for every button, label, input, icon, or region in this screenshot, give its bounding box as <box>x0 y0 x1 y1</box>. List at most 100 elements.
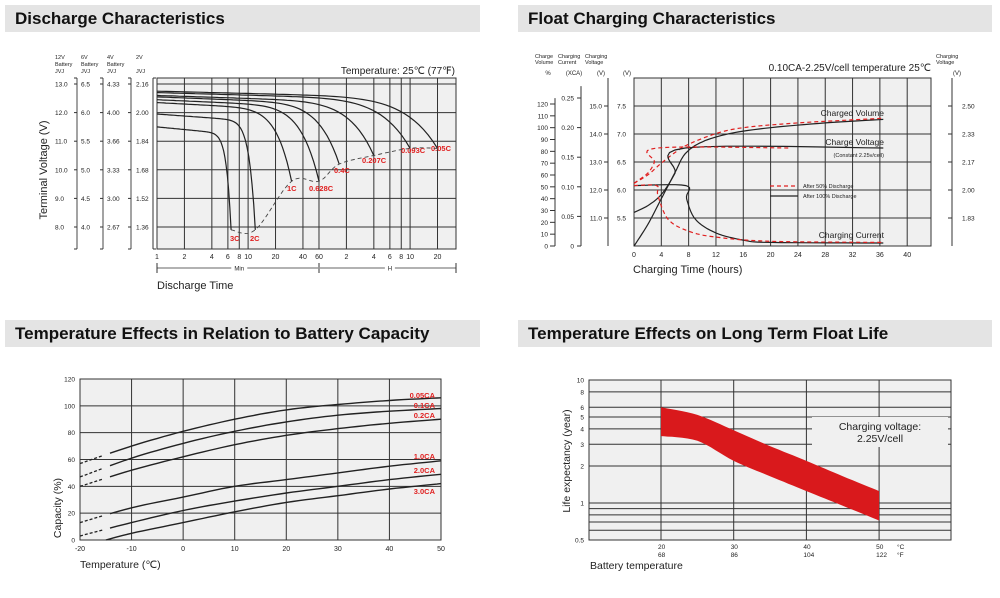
capacity-curve-0.05CA <box>109 397 442 454</box>
x-tick-label: 20 <box>767 252 775 259</box>
y-tick-label: 4.33 <box>107 82 120 89</box>
current-ca-curve-after-100-discharge <box>633 184 884 244</box>
y-tick-label: 3.00 <box>107 196 120 203</box>
x-axis-title: Discharge Time <box>157 280 233 292</box>
x-tick-label: 6 <box>226 254 230 261</box>
axis-header: Voltage <box>585 60 603 66</box>
capacity-curve-0.1CA <box>109 407 442 467</box>
x-tick-label: -20 <box>75 546 85 553</box>
header-float-life: Temperature Effects on Long Term Float L… <box>518 320 992 347</box>
y-tick-label: 12.0 <box>589 188 602 195</box>
y-tick-label: 20 <box>68 511 76 518</box>
x-tick-label: 0 <box>181 546 185 553</box>
life-expectancy-band <box>661 407 880 521</box>
y-tick-label: 2.67 <box>107 225 120 232</box>
capacity-curve-0.2CA <box>109 418 442 478</box>
plot-area <box>156 77 457 250</box>
rate-label: 1.0CA <box>414 452 436 461</box>
y-tick-label: 40 <box>541 196 549 203</box>
unit-fahrenheit: °F <box>897 551 904 559</box>
y-tick-label: 0.5 <box>575 538 584 545</box>
capacity-curve-dashed-0.1CA <box>79 467 103 478</box>
x-tick-label: 28 <box>821 252 829 259</box>
column-header: JVJ <box>107 69 116 75</box>
y-tick-label: 3 <box>580 442 584 449</box>
column-header: Battery <box>55 62 73 68</box>
x-tick-label: 10 <box>406 254 414 261</box>
y-tick-label: 5 <box>580 415 584 422</box>
y-tick-label: 50 <box>541 184 549 191</box>
legend-label: After 50% Discharge <box>803 184 853 190</box>
charging-voltage-annotation: Charging voltage: <box>839 421 921 433</box>
x-tick-label: -10 <box>127 546 137 553</box>
axis-header: Charge <box>535 54 553 60</box>
x-tick-label-fahrenheit: 104 <box>803 552 814 559</box>
x-tick-label: 24 <box>794 252 802 259</box>
capacity-curve-dashed-2.0CA <box>79 529 103 537</box>
y-tick-label: 60 <box>541 173 549 180</box>
discharge-curve-0.207C <box>156 94 375 156</box>
y-tick-label: 11.0 <box>590 216 603 223</box>
x-tick-label: 40 <box>299 254 307 261</box>
header-float-charging: Float Charging Characteristics <box>518 5 992 32</box>
rate-label: 0.1CA <box>414 401 436 410</box>
header-discharge: Discharge Characteristics <box>5 5 480 32</box>
axis-unit: % <box>545 71 551 77</box>
y-tick-label: 14.0 <box>589 132 602 139</box>
x-tick-label-celsius: 50 <box>876 544 884 551</box>
x-tick-label: 4 <box>210 254 214 261</box>
x-tick-label: 4 <box>659 252 663 259</box>
column-header: Battery <box>107 62 125 68</box>
y-axis-title: Terminal Voltage (V) <box>38 120 50 219</box>
curve-label-voltage-note: (Constant 2.25v/cell) <box>834 153 885 159</box>
curve-label-charged-volume: Charged Volume <box>821 108 885 118</box>
y-tick-label: 5.5 <box>617 216 626 223</box>
y-tick-label: 6 <box>580 405 584 412</box>
y-tick-label: 11.0 <box>55 139 68 146</box>
rate-label: 1C <box>287 184 297 193</box>
column-header: JVJ <box>136 69 145 75</box>
x-axis-title: Battery temperature <box>590 560 683 572</box>
rate-label: 0.2CA <box>414 411 436 420</box>
rate-label: 0.05CA <box>410 391 436 400</box>
x-tick-label: 1 <box>155 254 159 261</box>
y-tick-label: 2.50 <box>962 104 975 111</box>
y-tick-label: 0.05 <box>561 214 574 221</box>
column-header: 12V <box>55 55 65 61</box>
y-tick-label: 100 <box>64 403 75 410</box>
discharge-curve-0.093C <box>156 92 411 149</box>
column-header: JVJ <box>81 69 90 75</box>
y-tick-label: 3.33 <box>107 167 120 174</box>
volume-pct-curve-after-50-discharge <box>633 117 884 184</box>
y-tick-label: 0 <box>544 244 548 251</box>
y-tick-label: 6.5 <box>81 82 90 89</box>
axis-unit: (V) <box>623 71 631 77</box>
cutoff-voltage-line <box>231 147 438 234</box>
charging-condition-annotation: 0.10CA-2.25V/cell temperature 25℃ <box>769 63 931 74</box>
x-tick-label: 10 <box>231 546 239 553</box>
capacity-curve-2.0CA <box>109 473 442 529</box>
y-tick-label: 7.0 <box>617 132 626 139</box>
axis-header: Voltage <box>936 60 954 66</box>
y-tick-label: 8.0 <box>55 225 64 232</box>
label-bg <box>384 264 395 272</box>
x-tick-label: 50 <box>437 546 445 553</box>
capacity-curve-dashed-0.2CA <box>79 478 103 487</box>
curve-label-charging-current: Charging Current <box>819 230 885 240</box>
capacity-curve-1.0CA <box>109 460 442 515</box>
y-tick-label: 2.17 <box>962 160 975 167</box>
discharge-curve-2C <box>156 113 256 230</box>
axis-header: Volume <box>535 60 553 66</box>
rate-label: 0.207C <box>362 156 387 165</box>
y-tick-label: 120 <box>64 376 75 383</box>
rate-label: 2C <box>250 234 260 243</box>
column-header: 2V <box>136 55 143 61</box>
current-ca-curve-after-50-discharge <box>633 184 884 243</box>
x-tick-label: 36 <box>876 252 884 259</box>
x-tick-label: 30 <box>334 546 342 553</box>
y-tick-label: 1.52 <box>136 196 149 203</box>
y-tick-label: 0 <box>71 538 75 545</box>
discharge-curve-0.05C <box>156 90 439 149</box>
